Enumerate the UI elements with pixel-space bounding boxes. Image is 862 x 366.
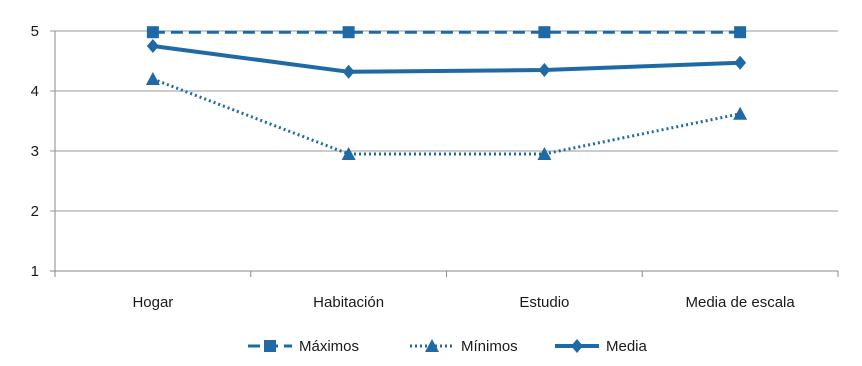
legend-item-media: Media <box>555 338 648 355</box>
y-tick-label: 1 <box>31 263 39 280</box>
legend-item-m-nimos: Mínimos <box>410 338 518 355</box>
data-point <box>734 26 747 39</box>
x-axis <box>50 31 839 277</box>
x-axis-ticks: Hogar Habitación Estudio Media de escala <box>132 294 795 311</box>
data-point <box>733 106 748 120</box>
legend-label: Media <box>606 338 648 355</box>
series-media <box>146 39 747 79</box>
data-point <box>538 63 551 77</box>
data-point <box>342 26 355 39</box>
y-tick-label: 5 <box>31 23 39 40</box>
series-m-ximos <box>146 26 747 39</box>
y-tick-label: 2 <box>31 203 39 220</box>
data-point <box>145 72 160 85</box>
gridlines <box>50 30 838 212</box>
series-group <box>145 26 748 160</box>
data-point <box>538 26 551 39</box>
legend-marker <box>571 339 583 353</box>
y-tick-label: 3 <box>31 143 39 160</box>
legend-item-m-ximos: Máximos <box>248 338 359 355</box>
data-point <box>146 26 159 39</box>
x-tick-label: Habitación <box>313 294 384 311</box>
y-axis-ticks: 1 2 3 4 5 <box>31 23 39 280</box>
legend-marker <box>425 339 439 352</box>
series-line <box>152 77 741 156</box>
y-tick-label: 4 <box>31 83 39 100</box>
data-point <box>341 147 356 160</box>
x-tick-label: Hogar <box>132 294 173 311</box>
series-line <box>152 44 741 74</box>
series-m-nimos <box>145 72 748 160</box>
data-point <box>342 64 355 79</box>
legend: Máximos Mínimos Media <box>248 338 648 355</box>
legend-marker <box>264 340 276 352</box>
x-tick-label: Media de escala <box>686 294 796 311</box>
x-tick-label: Estudio <box>519 294 569 311</box>
data-point <box>734 55 747 70</box>
legend-label: Mínimos <box>461 338 518 355</box>
legend-label: Máximos <box>299 338 359 355</box>
data-point <box>537 147 552 160</box>
data-point <box>146 39 159 53</box>
